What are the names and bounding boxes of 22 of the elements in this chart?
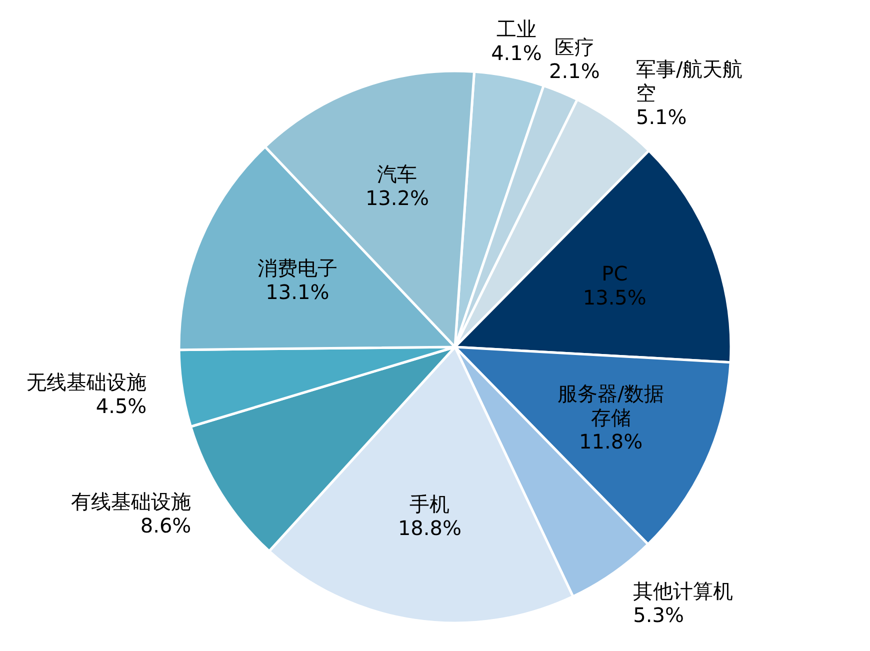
data-label: 8.6% <box>140 513 192 538</box>
data-label: 4.1% <box>491 41 542 66</box>
data-label: 18.8% <box>398 516 462 540</box>
slice-label: 手机 <box>410 492 450 516</box>
data-label: 2.1% <box>549 58 600 83</box>
slice-label: 消费电子 <box>257 256 338 280</box>
data-label: 13.2% <box>365 186 429 210</box>
slice-label: PC <box>602 261 628 286</box>
data-label: 4.5% <box>96 394 147 418</box>
data-label: 13.5% <box>582 285 646 310</box>
slice-label: 医疗 <box>554 34 594 59</box>
data-label: 5.1% <box>636 104 687 129</box>
slice-label: 军事/航天航空 <box>636 56 743 105</box>
data-label: 11.8% <box>579 430 643 454</box>
data-label: 13.1% <box>266 280 330 304</box>
slice-label: 工业 <box>496 17 536 42</box>
data-label: 5.3% <box>633 602 684 627</box>
slice-label: 有线基础设施 <box>71 489 192 514</box>
slice-label: 服务器/数据存储 <box>557 382 664 430</box>
slice-label: 无线基础设施 <box>26 370 147 394</box>
slice-label: 汽车 <box>377 162 418 186</box>
slice-label: 其他计算机 <box>633 578 734 603</box>
